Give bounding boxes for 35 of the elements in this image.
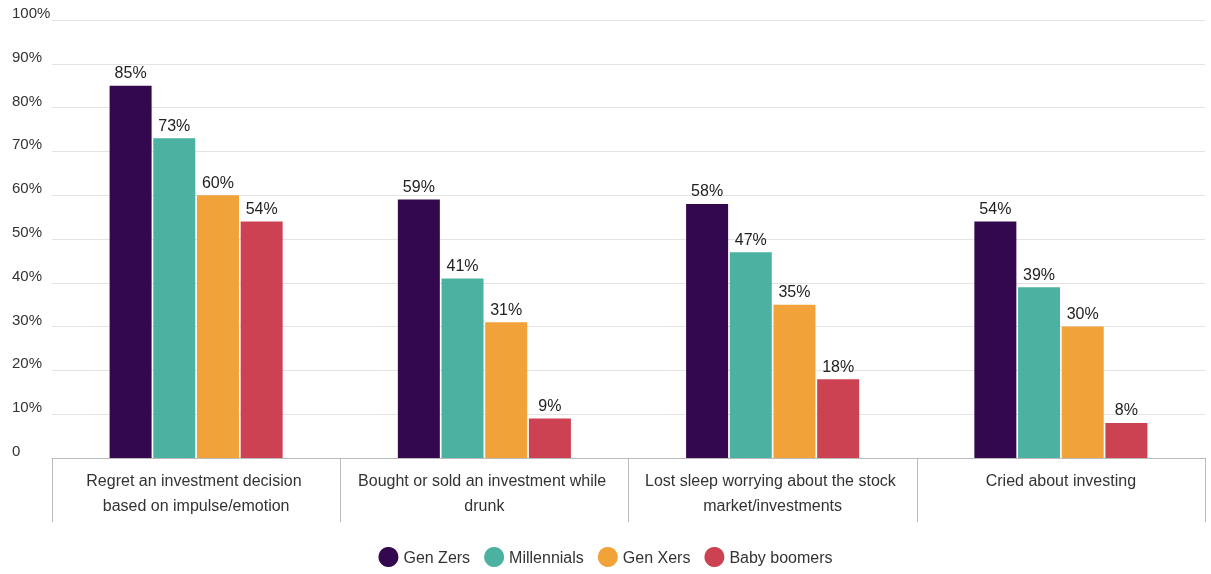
data-label: 30%: [1066, 305, 1099, 323]
data-label: 58%: [691, 182, 724, 200]
legend-label: Millennials: [509, 548, 584, 566]
data-label: 39%: [1023, 265, 1056, 283]
y-tick-label: 30%: [12, 310, 43, 328]
y-tick-label: 20%: [12, 354, 43, 372]
data-label: 54%: [245, 199, 278, 217]
legend-label: Gen Zers: [403, 548, 471, 566]
data-label: 59%: [402, 178, 435, 196]
legend-label: Gen Xers: [622, 548, 691, 566]
y-tick-label: 90%: [12, 47, 43, 65]
data-label: 60%: [201, 173, 234, 191]
data-label: 18%: [822, 357, 855, 375]
y-tick-label: 100%: [12, 4, 51, 21]
y-tick-label: 60%: [12, 179, 43, 197]
legend-label: Baby boomers: [729, 548, 833, 566]
data-label: 41%: [446, 256, 479, 274]
y-tick-label: 40%: [12, 266, 43, 284]
x-tick-label: Bought or sold an investment while drunk: [358, 472, 611, 514]
data-label: 8%: [1114, 401, 1138, 419]
data-label: 47%: [734, 230, 767, 248]
data-label: 35%: [778, 283, 811, 301]
data-label: 54%: [979, 199, 1012, 217]
data-label: 31%: [490, 300, 523, 318]
data-label: 85%: [114, 64, 147, 82]
y-tick-label: 0: [12, 442, 21, 459]
data-label: 73%: [158, 116, 191, 134]
x-tick-label: Lost sleep worrying about the stock market/investments: [645, 472, 901, 514]
y-tick-label: 70%: [12, 135, 43, 153]
y-tick-label: 80%: [12, 91, 43, 109]
y-tick-label: 50%: [12, 223, 43, 240]
x-tick-label: Regret an investment decision based on impulse/emotion: [86, 472, 306, 514]
data-label: 9%: [538, 397, 562, 415]
x-tick-label: Cried about investing: [985, 472, 1137, 489]
y-tick-label: 10%: [12, 398, 43, 416]
